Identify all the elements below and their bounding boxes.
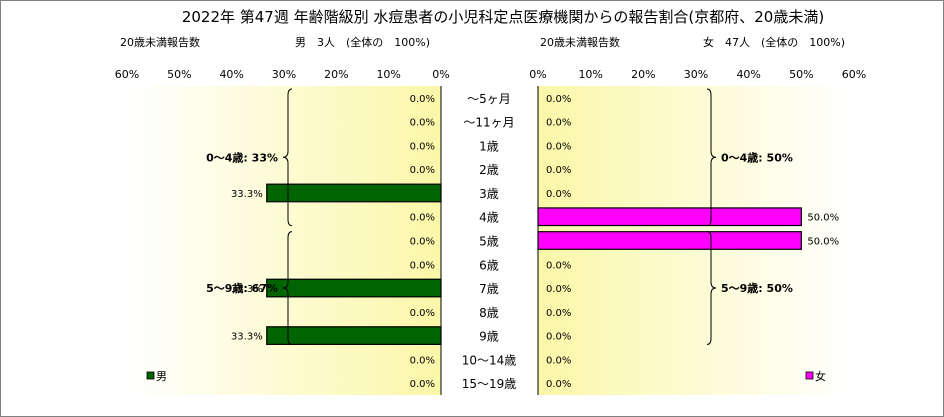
right-value-label: 0.0%: [546, 260, 571, 271]
chart-title: 2022年 第47週 年齢階級別 水痘患者の小児科定点医療機関からの報告割合(京…: [182, 8, 824, 26]
category-label: 9歳: [479, 330, 499, 344]
left-group-label: 0～4歳: 33%: [206, 150, 278, 164]
left-x-tick-label: 30%: [272, 68, 296, 81]
category-label: 2歳: [479, 163, 499, 177]
right-value-label: 0.0%: [546, 332, 571, 343]
right-value-label: 0.0%: [546, 165, 571, 176]
right-x-tick-label: 30%: [684, 68, 708, 81]
left-group-label: 5～9歳: 67%: [206, 281, 278, 295]
right-value-label: 0.0%: [546, 379, 571, 390]
left-value-label: 0.0%: [410, 308, 435, 319]
category-label: 3歳: [479, 187, 499, 201]
left-group-brace: [282, 88, 293, 227]
left-value-label: 0.0%: [410, 260, 435, 271]
right-bar: [537, 207, 802, 227]
category-label: 15～19歳: [462, 377, 517, 391]
left-value-label: 33.3%: [231, 189, 263, 200]
right-value-label: 0.0%: [546, 189, 571, 200]
category-label: 7歳: [479, 282, 499, 296]
right-value-label: 0.0%: [546, 94, 571, 105]
category-label: 10～14歳: [462, 353, 517, 367]
left-value-label: 33.3%: [231, 332, 263, 343]
right-value-label: 0.0%: [546, 141, 571, 152]
category-label: ～5ヶ月: [467, 92, 511, 106]
left-value-label: 0.0%: [410, 213, 435, 224]
left-legend-label: 男: [156, 370, 167, 383]
right-header-label: 20歳未満報告数: [540, 36, 620, 49]
right-group-label: 5～9歳: 50%: [721, 281, 793, 295]
left-header-count: 男 3人 (全体の 100%): [295, 35, 430, 49]
left-bar: [266, 278, 442, 298]
right-value-label: 50.0%: [807, 237, 839, 248]
left-group-brace: [282, 231, 293, 345]
left-value-label: 33.3%: [231, 284, 263, 295]
right-value-label: 0.0%: [546, 284, 571, 295]
left-x-tick-label: 10%: [376, 68, 400, 81]
left-x-tick-label: 40%: [219, 68, 243, 81]
left-value-label: 0.0%: [410, 94, 435, 105]
right-legend-label: 女: [815, 369, 826, 383]
category-label: 1歳: [479, 139, 499, 153]
left-bar: [266, 326, 442, 345]
left-value-label: 0.0%: [410, 165, 435, 176]
right-x-tick-label: 50%: [789, 68, 813, 81]
left-x-tick-label: 20%: [324, 68, 348, 81]
left-value-label: 0.0%: [410, 118, 435, 129]
right-x-tick-label: 0%: [529, 68, 546, 81]
left-value-label: 0.0%: [410, 141, 435, 152]
right-value-label: 0.0%: [546, 355, 571, 366]
left-x-tick-label: 0%: [432, 68, 449, 81]
right-group-brace: [706, 231, 717, 345]
category-label: 5歳: [479, 235, 499, 249]
right-value-label: 0.0%: [546, 308, 571, 319]
left-plot-area: [127, 86, 441, 395]
category-label: 6歳: [479, 258, 499, 272]
right-group-label: 0～4歳: 50%: [721, 150, 793, 164]
right-x-tick-label: 10%: [578, 68, 602, 81]
category-label: 4歳: [479, 211, 499, 225]
left-value-label: 0.0%: [410, 355, 435, 366]
right-header-count: 女 47人 (全体の 100%): [703, 35, 845, 49]
category-label: ～11ヶ月: [463, 116, 514, 130]
right-legend-swatch: [805, 371, 814, 380]
right-x-tick-label: 40%: [736, 68, 760, 81]
right-bar: [537, 231, 802, 250]
left-legend-swatch: [146, 371, 155, 380]
left-x-tick-label: 60%: [115, 68, 139, 81]
category-label: 8歳: [479, 306, 499, 320]
right-value-label: 0.0%: [546, 118, 571, 129]
right-x-tick-label: 20%: [631, 68, 655, 81]
right-x-tick-label: 60%: [842, 68, 866, 81]
right-value-label: 50.0%: [807, 213, 839, 224]
left-value-label: 0.0%: [410, 237, 435, 248]
left-header-label: 20歳未満報告数: [120, 36, 200, 49]
left-bar: [266, 183, 442, 203]
left-x-tick-label: 50%: [167, 68, 191, 81]
right-group-brace: [706, 88, 717, 227]
left-value-label: 0.0%: [410, 379, 435, 390]
